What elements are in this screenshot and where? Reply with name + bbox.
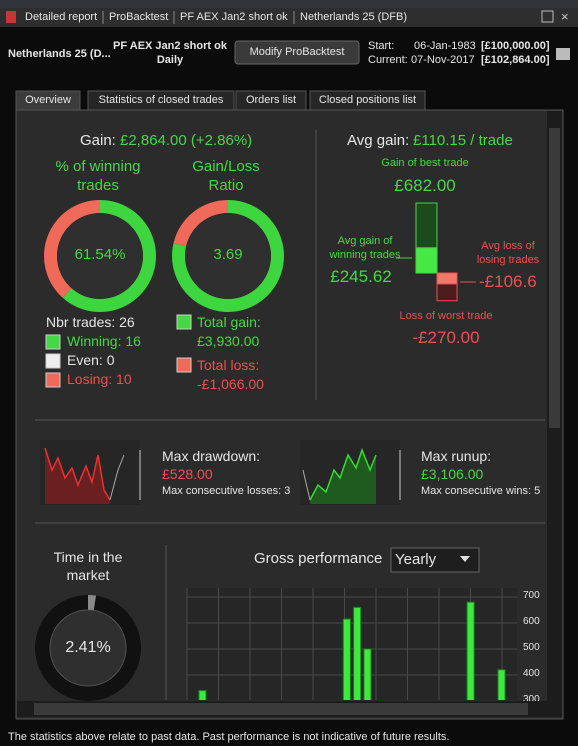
donut-segment [173, 200, 228, 247]
total-gain: £3,930.00 [197, 333, 260, 349]
bar [363, 648, 372, 700]
win-ratio: 61.54% [74, 246, 126, 263]
avg-win: £245.62 [330, 267, 392, 286]
window-tab[interactable]: Netherlands 25 (DFB) [300, 11, 407, 23]
close-button[interactable]: × [561, 9, 569, 24]
legend-icon [176, 357, 192, 373]
ratio: 3.69 [213, 246, 243, 263]
runup-label: Max runup: [421, 448, 492, 464]
time-in-market: 2.41% [65, 639, 111, 656]
avg-loss-label: Avg loss of losing trades [476, 240, 540, 266]
app-icon [6, 11, 16, 23]
total-loss: -£1,066.00 [197, 376, 264, 392]
worst-trade: -£270.00 [412, 328, 480, 347]
tab[interactable] [15, 90, 81, 111]
bar [466, 601, 475, 700]
bar [497, 669, 506, 700]
total-gain-label: Total gain: [197, 314, 261, 330]
nbr-trades: Nbr trades: 26 [46, 314, 135, 330]
losing-count: Losing: 10 [67, 371, 132, 387]
best-trade: £682.00 [394, 176, 456, 195]
y-tick-label: 500 [523, 642, 540, 653]
clip: Avg loss of losing trades -£106.6 700 600 50… [17, 111, 547, 701]
tab-label[interactable]: Overview [25, 94, 71, 106]
tab[interactable] [235, 90, 307, 111]
current-label: Current: [368, 54, 408, 66]
current-date: 07-Nov-2017 [411, 54, 475, 66]
drawdown: £528.00 [162, 466, 213, 482]
donut-hole [49, 609, 127, 687]
period: Daily [156, 54, 184, 66]
winning-count: Winning: 16 [67, 333, 141, 349]
window-tab[interactable]: Detailed report [25, 11, 98, 23]
scroll-thumb[interactable] [34, 703, 528, 715]
background-window [0, 0, 578, 8]
bar [342, 618, 351, 700]
even-count: Even: 0 [67, 352, 115, 368]
window-tab[interactable]: ProBacktest [109, 11, 169, 23]
best-trade-label: Gain of best trade [381, 157, 469, 169]
period-value[interactable]: Yearly [395, 551, 437, 568]
tab-label[interactable]: Orders list [245, 94, 297, 106]
donut-hole [57, 213, 143, 299]
drawdown-sparkline [40, 440, 141, 505]
tab[interactable] [309, 90, 426, 111]
donut-segment [62, 200, 156, 312]
bar [198, 690, 207, 700]
scroll-thumb[interactable] [549, 128, 560, 428]
tab[interactable] [87, 90, 235, 111]
time-label: Time in the market [53, 549, 123, 583]
legend-icon [176, 314, 192, 330]
ratio-title: Gain/Loss Ratio [192, 158, 260, 194]
start-capital: [£100,000.00] [481, 40, 550, 52]
runup-sparkline [300, 440, 401, 505]
select-arrow[interactable] [460, 556, 470, 562]
total-loss-label: Total loss: [197, 357, 260, 373]
footer-note: The statistics above relate to past data… [8, 731, 450, 743]
plot-area [187, 588, 517, 700]
avg-gain-label: Avg gain: [347, 132, 410, 149]
tab-label[interactable]: Statistics of closed trades [98, 94, 224, 106]
gain-label: Gain: [80, 132, 116, 149]
vertical-grid [186, 588, 503, 700]
drawdown-label: Max drawdown: [162, 448, 261, 464]
win-title: % of winning trades [55, 158, 141, 194]
donut-segment [88, 595, 96, 611]
start-date: 06-Jan-1983 [414, 40, 476, 52]
bar [353, 606, 362, 700]
consecutive-wins: Max consecutive wins: 5 [421, 485, 541, 497]
instrument: Netherlands 25 (D... [8, 48, 111, 60]
modify-button[interactable] [234, 40, 360, 65]
y-tick-label: 600 [523, 616, 540, 627]
avg-gain: £110.15 / trade [413, 132, 513, 149]
avg-loss: -£106.6 [479, 272, 537, 291]
avg-win-bar [415, 247, 438, 274]
worst-trade-label: Loss of worst trade [399, 310, 493, 322]
runup: £3,106.00 [421, 466, 484, 482]
legend-icon [45, 334, 61, 350]
start-label: Start: [368, 40, 395, 52]
avg-loss-bar [436, 272, 458, 285]
legend-icon [45, 372, 61, 388]
maximize-button[interactable] [541, 10, 554, 23]
button-label[interactable]: Modify ProBacktest [249, 46, 345, 58]
consecutive-losses: Max consecutive losses: 3 [162, 485, 291, 497]
y-tick-label: 400 [523, 668, 540, 679]
gain-value: £2,864.00 (+2.86%) [120, 132, 253, 149]
chart-title: Gross performance [254, 550, 383, 567]
tab-label[interactable]: Closed positions list [318, 94, 417, 106]
donut-hole [185, 213, 271, 299]
current-capital: [£102,864.00] [481, 54, 550, 66]
print-icon[interactable] [556, 48, 570, 60]
system-name: PF AEX Jan2 short ok [113, 40, 227, 52]
y-tick-label: 700 [523, 590, 540, 601]
y-tick-label: 300 [523, 694, 540, 701]
title-bar [0, 8, 578, 27]
window-tab[interactable]: PF AEX Jan2 short ok [180, 11, 288, 23]
donut-segment [43, 200, 100, 298]
avg-win-label: Avg gain of winning trades [329, 235, 401, 261]
legend-icon [45, 353, 61, 369]
